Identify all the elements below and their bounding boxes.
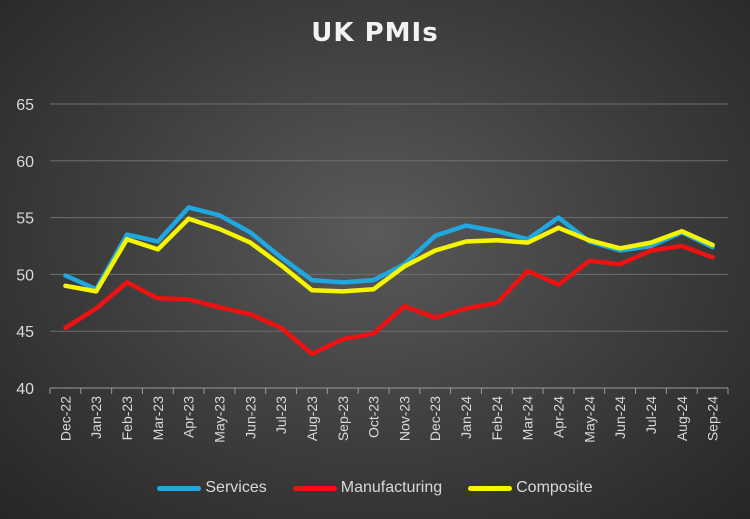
- legend-item-composite: Composite: [468, 479, 593, 497]
- x-tick-label: Aug-23: [304, 396, 320, 441]
- x-tick-label: Jan-24: [458, 396, 474, 439]
- y-tick-label: 65: [16, 97, 34, 114]
- x-tick-label: Mar-23: [150, 396, 166, 441]
- x-tick-label: Jan-23: [88, 396, 104, 439]
- x-axis: [49, 387, 729, 394]
- legend: Services Manufacturing Composite: [0, 479, 750, 497]
- x-tick-label: Feb-24: [489, 396, 505, 441]
- x-tick-label: Oct-23: [366, 396, 382, 438]
- y-tick-label: 40: [16, 381, 34, 398]
- x-tick-label: Sep-23: [335, 396, 351, 441]
- x-tick-label: Feb-23: [119, 396, 135, 441]
- x-tick-label: Mar-24: [520, 396, 536, 441]
- series-line-manufacturing: [63, 243, 715, 357]
- x-tick-label: May-24: [581, 396, 597, 443]
- x-axis-ticks: Dec-22 Jan-23 Feb-23 Mar-23 Apr-23 May-23 Jun-…: [57, 396, 720, 443]
- y-tick-label: 45: [16, 324, 34, 341]
- x-tick-label: Apr-23: [181, 396, 197, 438]
- legend-swatch: [292, 485, 337, 491]
- legend-label: Composite: [516, 479, 593, 496]
- legend-label: Manufacturing: [340, 479, 443, 496]
- series-line-composite: [63, 216, 715, 294]
- y-tick-label: 50: [16, 267, 34, 284]
- x-tick-label: May-23: [212, 396, 228, 443]
- legend-swatch: [157, 485, 202, 491]
- legend-item-manufacturing: Manufacturing: [292, 479, 443, 497]
- series-lines: [63, 205, 715, 357]
- legend-item-services: Services: [157, 479, 267, 497]
- x-tick-label: Apr-24: [551, 396, 567, 438]
- y-axis-ticks: 40 45 50 55 60 65: [16, 97, 34, 398]
- x-tick-label: Dec-22: [57, 396, 73, 441]
- legend-label: Services: [205, 479, 267, 496]
- x-tick-label: Dec-23: [427, 396, 443, 441]
- x-tick-label: Sep-24: [705, 396, 721, 441]
- x-tick-label: Nov-23: [396, 396, 412, 441]
- y-tick-label: 55: [16, 211, 34, 228]
- x-tick-label: Jul-24: [643, 396, 659, 434]
- chart-title: UK PMIs: [311, 18, 439, 48]
- x-tick-label: Jul-23: [273, 396, 289, 434]
- legend-swatch: [468, 485, 513, 491]
- x-tick-label: Jun-23: [242, 396, 258, 439]
- y-tick-label: 60: [16, 154, 34, 171]
- x-tick-label: Aug-24: [674, 396, 690, 441]
- x-tick-label: Jun-24: [612, 396, 628, 439]
